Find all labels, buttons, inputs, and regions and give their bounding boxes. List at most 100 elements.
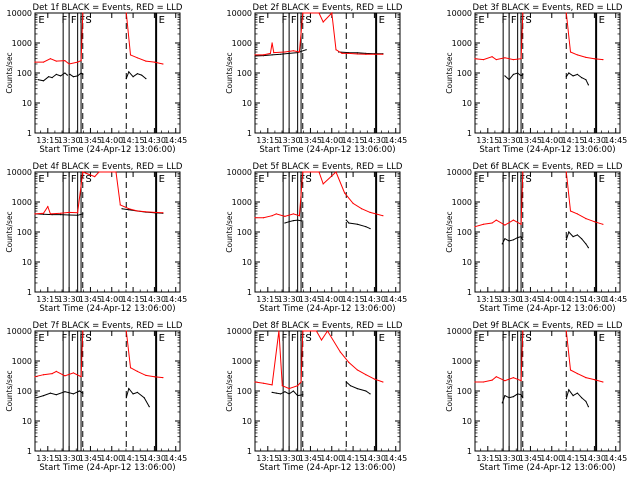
x-tick-label: 14:00 — [540, 136, 563, 145]
data-point-events — [565, 398, 567, 400]
data-point-events — [275, 392, 277, 394]
data-point-lld — [352, 202, 354, 204]
x-tick-label: 13:30 — [58, 136, 81, 145]
data-point-events — [568, 231, 570, 233]
data-point-events — [60, 214, 62, 216]
y-tick-label: 10000 — [7, 9, 32, 18]
data-point-lld — [522, 171, 524, 173]
data-point-lld — [335, 171, 337, 173]
data-point-events — [504, 395, 506, 397]
data-point-lld — [495, 376, 497, 378]
data-point-events — [148, 406, 150, 408]
data-point-events — [356, 223, 358, 225]
data-point-lld — [262, 54, 265, 56]
region-label: F — [61, 333, 67, 344]
plot-frame — [474, 171, 621, 293]
region-label: E — [258, 333, 264, 344]
data-point-lld — [60, 212, 62, 214]
data-point-lld — [365, 374, 367, 376]
x-tick-label: 14:30 — [143, 454, 166, 463]
data-point-events — [80, 72, 82, 74]
x-tick-label: 14:30 — [583, 454, 606, 463]
data-point-lld — [585, 377, 587, 379]
region-label: S — [305, 333, 311, 344]
data-point-lld — [512, 219, 515, 221]
series-line-lld — [34, 171, 163, 215]
y-tick-label: 1 — [27, 129, 32, 138]
data-point-events — [345, 381, 347, 383]
x-tick-label: 13:15 — [36, 136, 59, 145]
data-point-events — [587, 84, 590, 86]
data-point-lld — [68, 63, 70, 65]
data-point-lld — [302, 330, 304, 332]
x-tick-label: 14:45 — [604, 136, 627, 145]
x-tick-label: 14:30 — [583, 295, 606, 304]
data-point-events — [292, 220, 294, 222]
data-point-lld — [55, 370, 57, 372]
x-tick-label: 13:15 — [256, 454, 279, 463]
data-point-lld — [482, 381, 485, 383]
chart-panel-2: Det 2f BLACK = Events, RED = LLD 1 10 100 10… — [225, 3, 407, 155]
region-label: S — [85, 15, 91, 26]
region-label: E — [478, 174, 484, 185]
data-point-lld — [51, 373, 53, 375]
series-line-events — [345, 219, 371, 230]
data-point-lld — [318, 171, 320, 173]
series-line-events — [38, 72, 68, 82]
data-point-events — [125, 397, 127, 399]
x-tick-label: 13:45 — [519, 454, 542, 463]
data-point-lld — [593, 58, 596, 60]
data-point-lld — [284, 215, 286, 217]
region-label: E — [599, 15, 605, 26]
data-point-lld — [129, 367, 132, 369]
data-point-lld — [281, 385, 283, 387]
data-point-events — [581, 397, 583, 399]
y-tick-label: 100 — [237, 387, 252, 396]
region-label: E — [599, 333, 605, 344]
y-tick-label: 1 — [247, 447, 252, 456]
y-axis-label: Counts/sec — [445, 52, 454, 93]
data-point-lld — [128, 208, 130, 210]
x-tick-label: 13:30 — [498, 136, 521, 145]
series-line-lld — [474, 171, 524, 228]
region-label: F — [71, 333, 77, 344]
data-point-lld — [136, 210, 138, 212]
x-tick-label: 14:00 — [100, 136, 123, 145]
x-axis-label: Start Time (24-Apr-12 13:06:00) — [39, 145, 175, 155]
chart-panel-9: Det 9f BLACK = Events, RED = LLD 1 10 100 10… — [445, 321, 627, 473]
data-point-lld — [136, 57, 138, 59]
y-tick-label: 10000 — [447, 168, 472, 177]
data-point-lld — [512, 377, 515, 379]
series-lld — [254, 171, 384, 219]
region-label: F — [61, 15, 67, 26]
series-lld — [474, 12, 604, 61]
y-axis-label: Counts/sec — [445, 211, 454, 252]
data-point-events — [345, 219, 347, 221]
data-point-lld — [602, 59, 604, 61]
data-point-events — [585, 79, 587, 81]
data-point-events — [78, 390, 80, 392]
data-point-events — [64, 72, 66, 74]
series-lld — [254, 330, 384, 390]
series-events — [504, 72, 590, 86]
data-point-lld — [82, 330, 84, 332]
data-point-events — [365, 52, 367, 55]
data-point-lld — [129, 54, 132, 56]
x-tick-label: 13:15 — [36, 295, 59, 304]
y-tick-label: 10 — [22, 417, 32, 426]
region-label: F — [281, 15, 287, 26]
data-point-lld — [482, 223, 485, 225]
data-point-events — [508, 397, 510, 399]
x-tick-label: 13:45 — [79, 295, 102, 304]
region-label: F — [281, 174, 287, 185]
data-point-lld — [504, 224, 506, 226]
y-tick-label: 10000 — [7, 327, 32, 336]
series-events — [501, 231, 590, 249]
chart-panel-6: Det 6f BLACK = Events, RED = LLD 1 10 100 10… — [445, 162, 627, 314]
data-point-lld — [271, 215, 273, 217]
x-tick-label: 14:45 — [164, 136, 187, 145]
chart-panel-7: Det 7f BLACK = Events, RED = LLD 1 10 100 10… — [5, 321, 187, 473]
plot-frame — [254, 12, 401, 134]
region-label: E — [258, 174, 264, 185]
series-line-lld — [474, 12, 524, 61]
